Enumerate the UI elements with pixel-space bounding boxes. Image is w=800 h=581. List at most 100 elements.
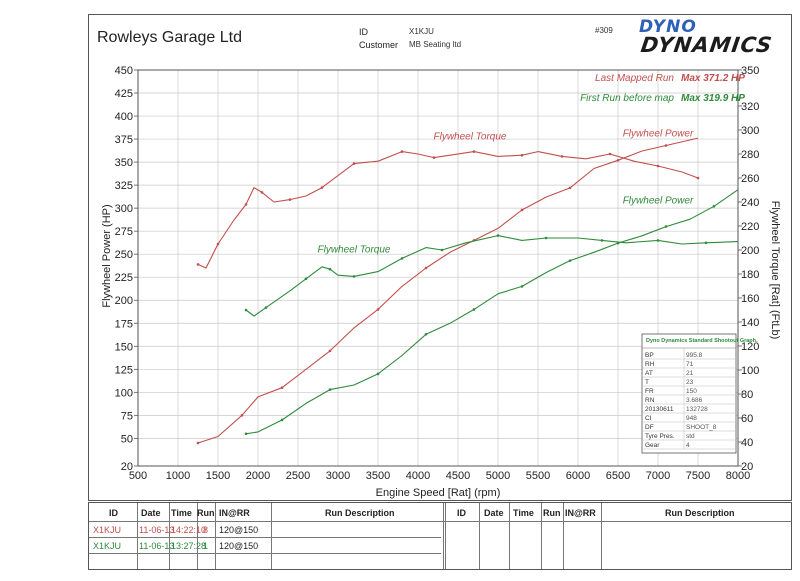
series-point <box>560 155 564 158</box>
col-header-description: Run Description <box>325 508 395 518</box>
x-tick-label: 8000 <box>726 470 750 482</box>
series-point <box>608 152 612 156</box>
row2-date: 11-06-13 <box>139 541 175 551</box>
y-tick-label: 275 <box>115 226 133 238</box>
info-box-key: CI <box>645 415 652 422</box>
info-box-key: RH <box>645 361 655 368</box>
y-tick-label: 300 <box>115 203 133 215</box>
series-point <box>320 186 324 189</box>
series-point <box>352 275 356 278</box>
curve-labels: Flywheel Torque Flywheel Power Flywheel To… <box>317 128 693 255</box>
y2-tick-label: 20 <box>741 461 753 473</box>
x-tick-label: 7500 <box>686 470 710 482</box>
series-point <box>328 388 332 391</box>
row1-id: X1KJU <box>93 525 122 535</box>
series-point <box>472 308 476 311</box>
series-point <box>280 418 284 422</box>
y-tick-label: 400 <box>115 111 133 123</box>
runs-table: ID Date Time Run IN@RR Run Description I… <box>88 502 792 570</box>
series-point <box>568 186 572 190</box>
row2-id: X1KJU <box>93 541 122 551</box>
col-header-time-2: Time <box>513 508 534 518</box>
y2-tick-label: 80 <box>741 389 753 401</box>
x-tick-label: 5000 <box>486 470 510 482</box>
series-point <box>352 162 356 165</box>
plot-border <box>137 69 739 467</box>
x-tick-label: 500 <box>129 470 147 482</box>
x-tick-label: 4500 <box>446 470 470 482</box>
info-box-key: DF <box>645 424 654 431</box>
y2-tick-label: 100 <box>741 365 759 377</box>
y2-tick-label: 120 <box>741 341 759 353</box>
y-tick-label: 425 <box>115 88 133 100</box>
info-box-key: Tyre Pres. <box>645 433 675 440</box>
y-tick-label: 175 <box>115 318 133 330</box>
series-point <box>400 257 404 260</box>
series-line-3 <box>245 235 739 317</box>
customer-value: MB Seating ltd <box>409 40 462 49</box>
info-box-key: Gear <box>645 442 660 449</box>
info-box-value: 3.686 <box>686 397 703 404</box>
row2-inrr: 120@150 <box>219 541 259 551</box>
series-point <box>196 263 200 266</box>
y-tick-label: 325 <box>115 180 133 192</box>
series-point <box>244 308 248 312</box>
series-point <box>328 349 332 353</box>
axes: 500 1000 1500 2000 2500 3000 3500 4000 4500 5000 5… <box>115 65 760 482</box>
y2-tick-label: 300 <box>741 125 759 137</box>
y-tick-label: 375 <box>115 134 133 146</box>
series-line-2 <box>245 189 739 435</box>
customer-label: Customer <box>359 40 399 50</box>
col-header-date: Date <box>141 508 161 518</box>
x-tick-label: 3000 <box>326 470 350 482</box>
series-point <box>288 198 292 201</box>
series-point <box>376 372 380 376</box>
series-point <box>600 239 604 242</box>
series-point <box>240 414 244 417</box>
series-point <box>544 236 548 240</box>
col-header-inrr: IN@RR <box>219 508 250 518</box>
series-line-1 <box>197 151 699 269</box>
col-header-inrr-2: IN@RR <box>565 508 596 518</box>
series-point <box>280 386 284 390</box>
legend-run1-name: Last Mapped Run <box>595 73 674 84</box>
info-box-value: 23 <box>686 379 694 386</box>
info-box-value: 995.8 <box>686 352 703 359</box>
info-box-key: FR <box>645 388 654 395</box>
x-tick-label: 4000 <box>406 470 430 482</box>
report-header: Rowleys Garage Ltd ID X1KJU Customer MB … <box>88 14 792 64</box>
info-box-value: 150 <box>686 388 697 395</box>
info-box-value: SHOOT_8 <box>686 424 717 431</box>
series-point <box>616 158 620 162</box>
id-label: ID <box>359 27 368 37</box>
y-tick-label: 450 <box>115 65 133 77</box>
col-header-date-2: Date <box>484 508 504 518</box>
y2-tick-label: 240 <box>741 197 759 209</box>
x-tick-label: 2000 <box>246 470 270 482</box>
series-point <box>440 248 444 252</box>
y2-tick-label: 320 <box>741 101 759 113</box>
y2-tick-label: 60 <box>741 413 753 425</box>
series-point <box>712 204 716 208</box>
series-point <box>260 191 264 194</box>
info-box-key: T <box>645 379 649 386</box>
series-lines <box>196 137 739 445</box>
legend-run2-max: Max 319.9 HP <box>681 93 745 104</box>
curve-label: Flywheel Torque <box>433 132 506 143</box>
series-point <box>424 266 428 270</box>
col-header-run-2: Run <box>543 508 561 518</box>
legend-run1-max: Max 371.2 HP <box>681 73 745 84</box>
y2-axis-label: Flywheel Torque [Rat] (FtLb) <box>769 201 781 340</box>
x-tick-label: 5500 <box>526 470 550 482</box>
y2-tick-label: 220 <box>741 221 759 233</box>
x-tick-label: 1000 <box>166 470 190 482</box>
info-box-key: RN <box>645 397 655 404</box>
curve-label: Flywheel Power <box>623 196 694 207</box>
series-point <box>664 144 668 147</box>
col-header-id-2: ID <box>457 508 466 518</box>
y-tick-label: 150 <box>115 341 133 353</box>
series-point <box>244 203 248 206</box>
series-point <box>304 277 308 281</box>
